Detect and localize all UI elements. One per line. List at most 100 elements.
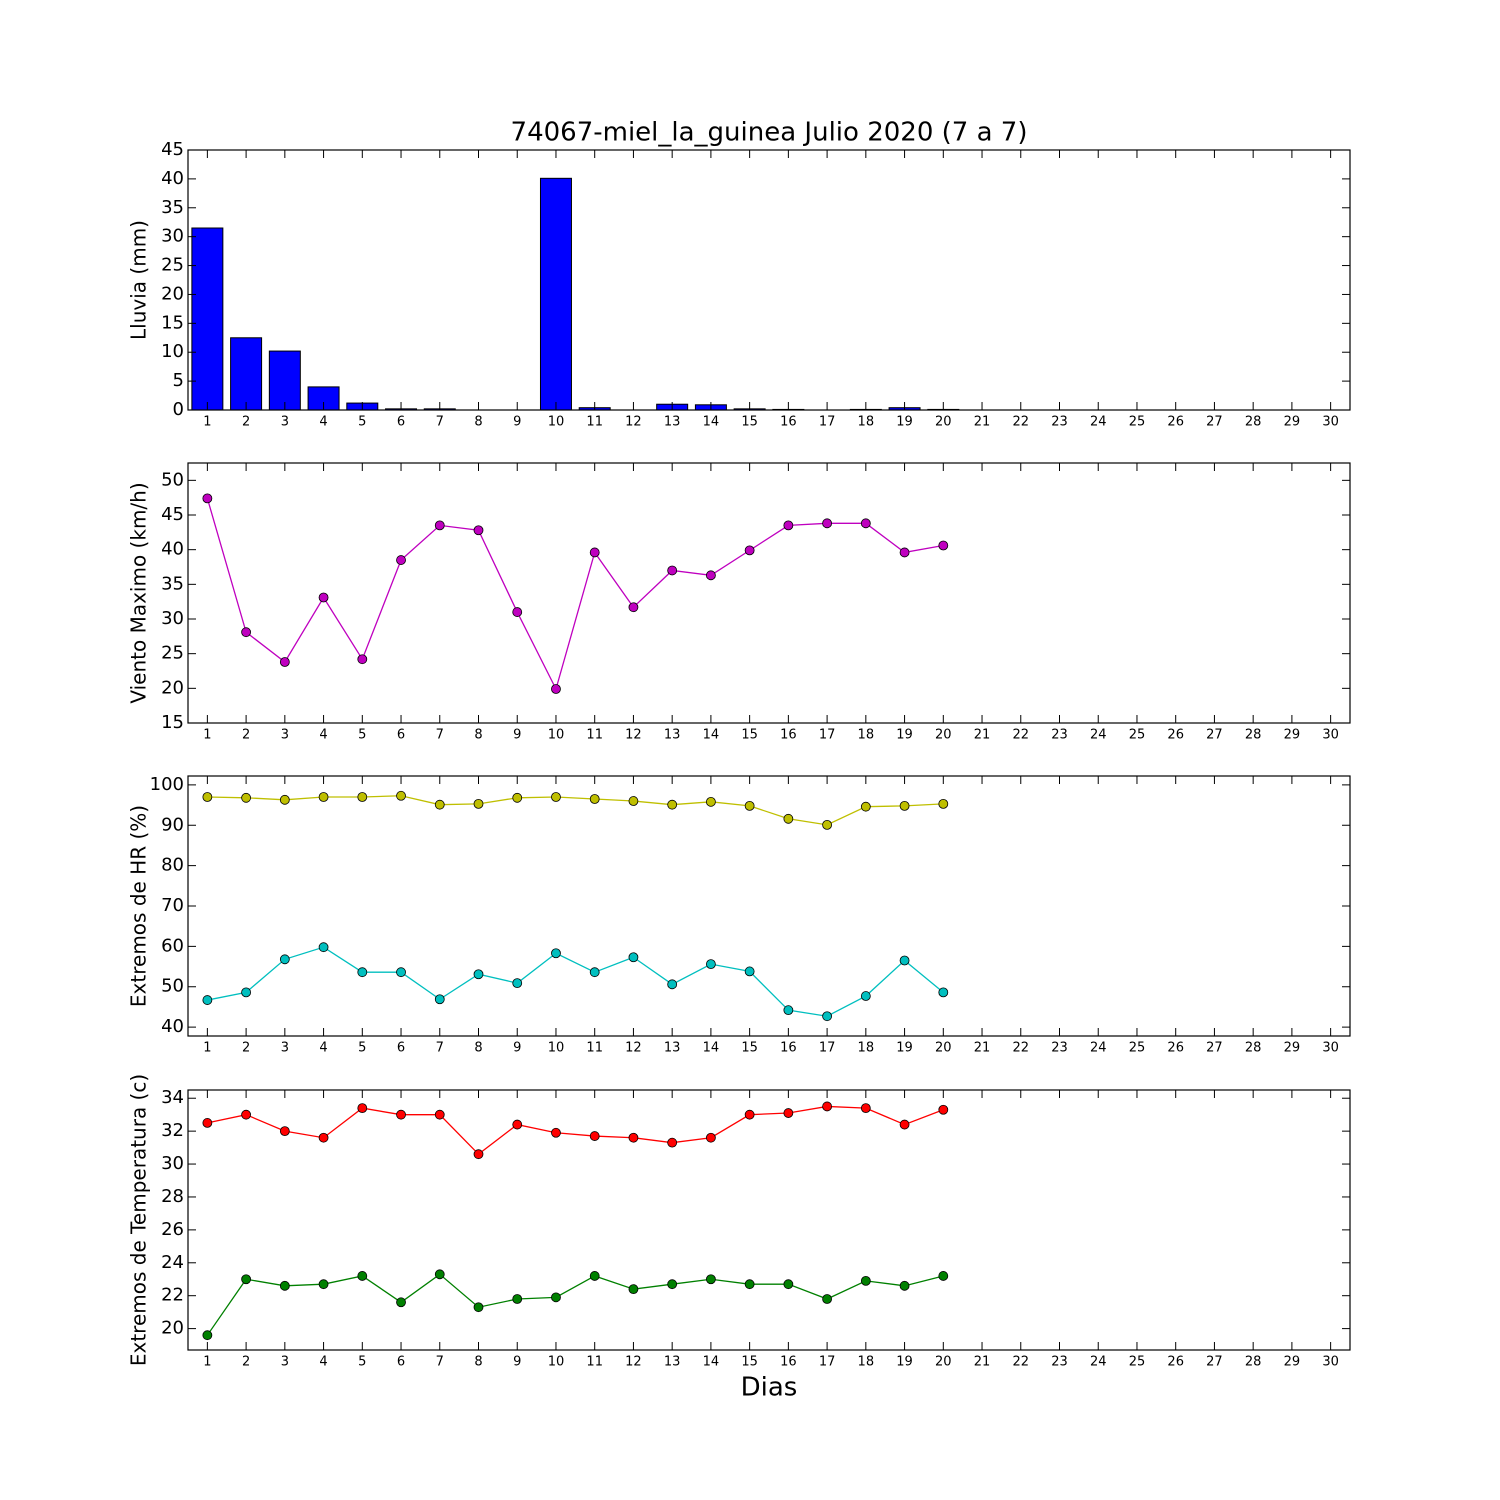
x-tick-label: 21	[974, 728, 991, 743]
marker	[396, 790, 406, 801]
x-tick-label: 21	[974, 1355, 991, 1370]
marker	[318, 942, 329, 953]
x-tick-label: 20	[935, 728, 952, 743]
y-axis-label: Lluvia (mm)	[127, 220, 151, 340]
x-tick-label: 18	[858, 1041, 875, 1056]
x-tick-label: 17	[819, 728, 836, 743]
x-tick-label: 23	[1051, 728, 1068, 743]
marker	[899, 547, 910, 558]
marker	[628, 952, 639, 963]
marker	[706, 1274, 716, 1285]
bar	[230, 337, 263, 411]
x-tick-label: 15	[741, 1041, 758, 1056]
x-tick-label: 13	[664, 415, 681, 430]
x-tick-label: 15	[741, 728, 758, 743]
marker	[667, 565, 678, 576]
marker	[783, 1005, 794, 1016]
y-tick-label: 60	[161, 935, 184, 956]
x-tick-label: 17	[819, 1355, 836, 1370]
x-tick-label: 18	[858, 728, 875, 743]
marker	[783, 520, 794, 531]
marker	[396, 967, 406, 978]
marker	[512, 1119, 523, 1130]
y-tick-label: 30	[161, 226, 184, 247]
marker	[822, 1294, 832, 1304]
x-tick-label: 4	[319, 415, 327, 430]
x-tick-label: 2	[242, 728, 250, 743]
x-tick-label: 11	[586, 1041, 603, 1056]
marker	[938, 1271, 949, 1281]
bar	[268, 350, 301, 411]
y-tick-label: 45	[161, 504, 184, 525]
marker	[589, 967, 600, 978]
x-tick-label: 27	[1206, 728, 1223, 743]
marker	[434, 799, 445, 810]
y-tick-label: 80	[161, 855, 184, 876]
plot-area	[188, 150, 1350, 410]
x-tick-label: 14	[703, 415, 720, 430]
x-tick-label: 13	[664, 1355, 681, 1370]
x-tick-label: 14	[703, 728, 720, 743]
marker	[589, 794, 600, 804]
x-tick-label: 2	[242, 1041, 250, 1056]
x-tick-label: 16	[780, 1041, 797, 1056]
x-tick-label: 12	[625, 1355, 642, 1370]
marker	[318, 1279, 329, 1290]
marker	[822, 518, 832, 529]
y-tick-label: 20	[161, 677, 184, 698]
marker	[706, 796, 716, 807]
x-tick-label: 8	[474, 415, 482, 430]
x-tick-label: 7	[436, 1355, 444, 1370]
marker	[551, 684, 561, 694]
x-tick-label: 11	[586, 728, 603, 743]
x-tick-label: 9	[513, 1355, 521, 1370]
x-tick-label: 9	[513, 415, 521, 430]
x-tick-label: 20	[935, 1355, 952, 1370]
y-tick-label: 30	[161, 1153, 184, 1174]
series-line	[206, 1273, 944, 1336]
marker	[860, 1275, 871, 1286]
y-tick-label: 0	[173, 399, 184, 420]
x-tick-label: 10	[548, 415, 565, 430]
x-tick-label: 5	[358, 1355, 366, 1370]
x-tick-label: 28	[1245, 415, 1262, 430]
x-tick-label: 29	[1284, 728, 1301, 743]
x-tick-label: 20	[935, 415, 952, 430]
x-tick-label: 24	[1090, 1355, 1107, 1370]
x-tick-label: 27	[1206, 1041, 1223, 1056]
marker	[357, 967, 368, 978]
axes-frame	[187, 149, 1351, 411]
x-tick-label: 29	[1284, 1355, 1301, 1370]
marker	[667, 1137, 678, 1148]
y-tick-label: 20	[161, 283, 184, 304]
x-tick-label: 16	[780, 415, 797, 430]
x-tick-label: 21	[974, 1041, 991, 1056]
y-tick-label: 45	[161, 139, 184, 160]
x-tick-label: 19	[896, 1355, 913, 1370]
marker	[899, 955, 910, 966]
marker	[938, 987, 949, 998]
x-tick-label: 24	[1090, 728, 1107, 743]
x-tick-label: 13	[664, 1041, 681, 1056]
x-tick-label: 7	[436, 728, 444, 743]
x-tick-label: 8	[474, 1355, 482, 1370]
x-tick-label: 6	[397, 1041, 405, 1056]
marker	[667, 1279, 678, 1290]
x-tick-label: 25	[1129, 1355, 1146, 1370]
x-tick-label: 23	[1051, 415, 1068, 430]
marker	[628, 1284, 639, 1295]
x-tick-label: 2	[242, 1355, 250, 1370]
x-tick-label: 4	[319, 728, 327, 743]
marker	[512, 792, 523, 803]
y-tick-label: 100	[150, 774, 184, 795]
y-tick-label: 35	[161, 573, 184, 594]
chart-title: 74067-miel_la_guinea Julio 2020 (7 a 7)	[511, 118, 1028, 148]
x-tick-label: 27	[1206, 1355, 1223, 1370]
y-tick-label: 22	[161, 1285, 184, 1306]
y-tick-label: 5	[173, 370, 184, 391]
x-tick-label: 11	[586, 1355, 603, 1370]
x-tick-label: 16	[780, 728, 797, 743]
marker	[706, 570, 716, 581]
marker	[241, 792, 252, 803]
